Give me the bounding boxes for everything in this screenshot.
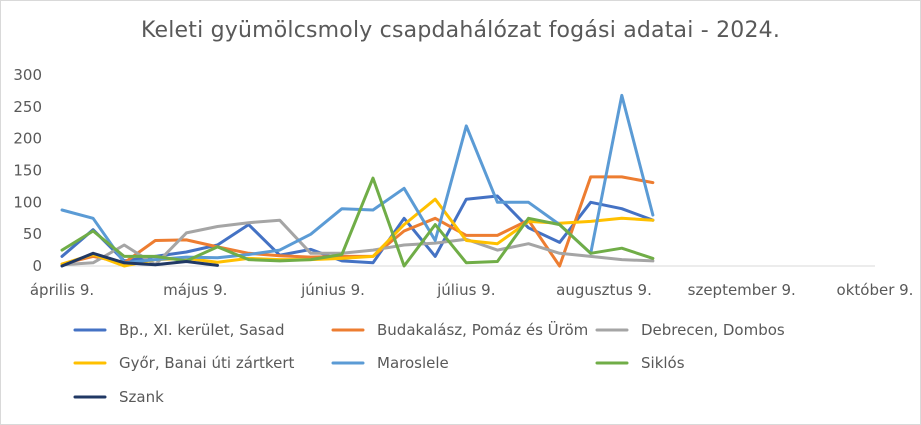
series-line-6 — [60, 176, 655, 268]
y-tick-label: 250 — [13, 98, 42, 116]
legend-label: Győr, Banai úti zártkert — [119, 354, 294, 372]
y-tick-label: 100 — [13, 193, 42, 211]
legend-label: Budakalász, Pomáz és Üröm — [377, 320, 588, 339]
chart-title: Keleti gyümölcsmoly csapdahálózat fogási… — [140, 18, 781, 43]
legend-label: Debrecen, Dombos — [641, 321, 785, 339]
legend: Bp., XI. kerület, Sasad Budakalász, Pomáz… — [73, 320, 785, 406]
series-lines — [60, 93, 655, 268]
y-tick-label: 150 — [13, 162, 42, 180]
x-axis: április 9. május 9. június 9. július 9. augu… — [30, 265, 914, 299]
x-tick-label: szeptember 9. — [688, 281, 796, 299]
legend-label: Siklós — [641, 354, 685, 372]
legend-label: Maroslele — [377, 354, 449, 372]
x-tick-label: július 9. — [436, 281, 495, 299]
y-tick-label: 50 — [23, 225, 42, 243]
y-tick-label: 0 — [32, 257, 42, 275]
x-tick-label: május 9. — [163, 281, 227, 299]
series-line-5 — [60, 93, 655, 265]
y-tick-label: 300 — [13, 66, 42, 84]
legend-label: Szank — [119, 388, 164, 406]
legend-label: Bp., XI. kerület, Sasad — [119, 321, 284, 339]
x-tick-label: augusztus 9. — [556, 281, 652, 299]
x-tick-label: június 9. — [300, 281, 365, 299]
y-tick-label: 200 — [13, 130, 42, 148]
x-tick-label: április 9. — [30, 281, 94, 299]
series-line-7 — [60, 251, 219, 268]
x-tick-label: október 9. — [837, 281, 914, 299]
y-axis: 0 50 100 150 200 250 300 — [13, 66, 42, 275]
